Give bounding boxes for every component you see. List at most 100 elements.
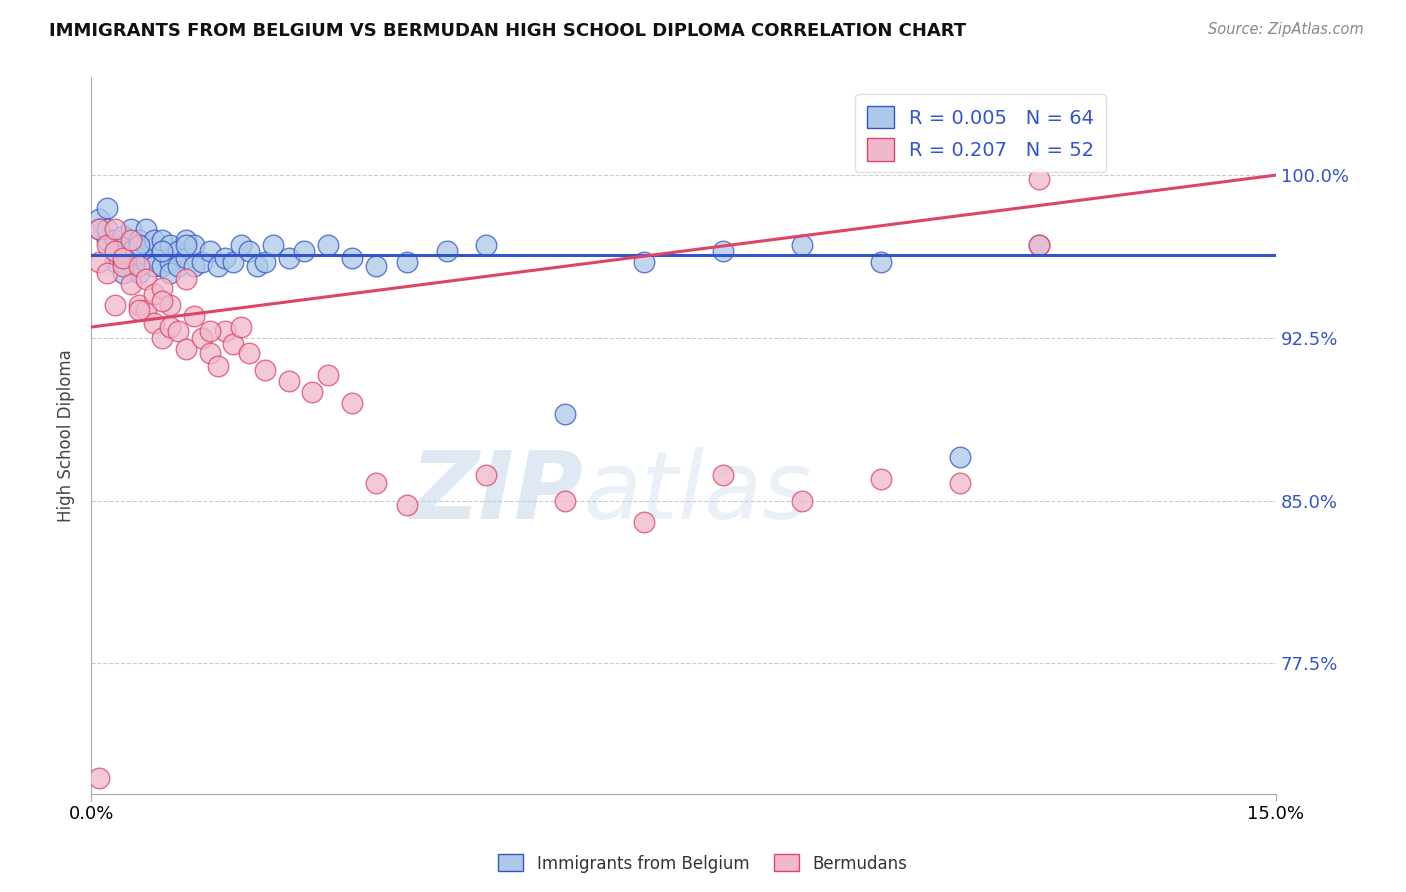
Point [96, 222, 118, 236]
Point [554, 493, 576, 508]
Point [340, 396, 363, 410]
Point [174, 251, 197, 265]
Point [190, 255, 212, 269]
Point [96, 266, 118, 280]
Point [198, 324, 221, 338]
Text: Source: ZipAtlas.com: Source: ZipAtlas.com [1208, 22, 1364, 37]
Point [128, 266, 150, 280]
Point [135, 302, 157, 317]
Point [340, 251, 363, 265]
Point [111, 251, 134, 265]
Point [222, 255, 245, 269]
Point [231, 237, 253, 252]
Point [396, 498, 419, 512]
Point [87, 222, 110, 236]
Point [96, 201, 118, 215]
Point [870, 255, 893, 269]
Point [150, 244, 173, 258]
Point [135, 272, 157, 286]
Point [301, 385, 323, 400]
Point [111, 228, 134, 243]
Point [222, 337, 245, 351]
Point [159, 237, 181, 252]
Legend: Immigrants from Belgium, Bermudans: Immigrants from Belgium, Bermudans [492, 847, 914, 880]
Point [167, 324, 190, 338]
Point [790, 237, 813, 252]
Point [159, 266, 181, 280]
Text: ZIP: ZIP [411, 447, 583, 539]
Point [183, 309, 205, 323]
Point [364, 476, 387, 491]
Point [207, 359, 229, 373]
Point [198, 244, 221, 258]
Point [633, 255, 655, 269]
Point [711, 244, 734, 258]
Point [870, 472, 893, 486]
Point [1028, 237, 1050, 252]
Point [159, 320, 181, 334]
Point [475, 467, 498, 482]
Point [120, 222, 142, 236]
Point [238, 244, 260, 258]
Point [150, 281, 173, 295]
Point [316, 237, 339, 252]
Point [120, 260, 142, 274]
Point [1028, 172, 1050, 186]
Point [1028, 237, 1050, 252]
Point [159, 255, 181, 269]
Point [104, 298, 127, 312]
Point [128, 260, 150, 274]
Point [143, 316, 166, 330]
Point [87, 211, 110, 226]
Point [949, 476, 972, 491]
Point [436, 244, 458, 258]
Point [135, 237, 157, 252]
Point [96, 233, 118, 247]
Point [231, 320, 253, 334]
Point [104, 244, 127, 258]
Point [183, 260, 205, 274]
Point [150, 293, 173, 308]
Point [104, 255, 127, 269]
Point [150, 331, 173, 345]
Point [104, 244, 127, 258]
Point [135, 222, 157, 236]
Point [633, 516, 655, 530]
Point [396, 255, 419, 269]
Point [711, 467, 734, 482]
Point [167, 244, 190, 258]
Point [207, 260, 229, 274]
Point [316, 368, 339, 382]
Point [246, 260, 269, 274]
Point [150, 260, 173, 274]
Point [104, 233, 127, 247]
Point [150, 244, 173, 258]
Point [120, 277, 142, 291]
Point [143, 233, 166, 247]
Point [120, 244, 142, 258]
Point [214, 324, 236, 338]
Point [87, 255, 110, 269]
Point [111, 266, 134, 280]
Point [111, 237, 134, 252]
Point [87, 772, 110, 786]
Point [174, 342, 197, 356]
Point [554, 407, 576, 421]
Point [790, 493, 813, 508]
Point [143, 260, 166, 274]
Point [128, 298, 150, 312]
Point [128, 302, 150, 317]
Point [111, 255, 134, 269]
Point [135, 255, 157, 269]
Point [150, 233, 173, 247]
Point [949, 450, 972, 465]
Point [262, 237, 284, 252]
Point [277, 374, 299, 388]
Point [143, 251, 166, 265]
Point [190, 331, 212, 345]
Point [253, 255, 276, 269]
Point [174, 237, 197, 252]
Legend: R = 0.005   N = 64, R = 0.207   N = 52: R = 0.005 N = 64, R = 0.207 N = 52 [855, 95, 1107, 172]
Point [277, 251, 299, 265]
Point [183, 237, 205, 252]
